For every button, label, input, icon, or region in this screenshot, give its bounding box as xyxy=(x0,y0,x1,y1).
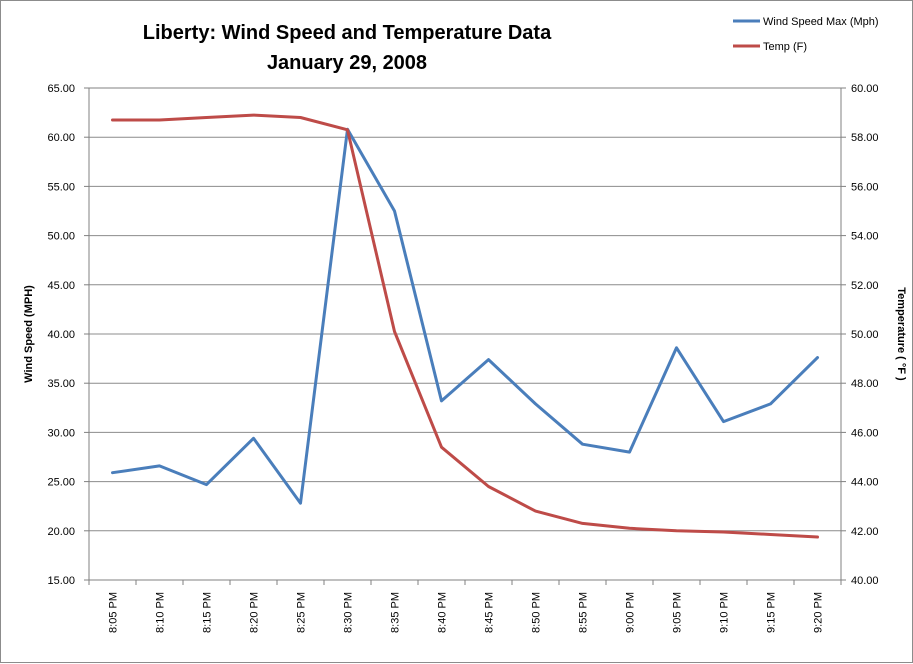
y-tick-label: 55.00 xyxy=(47,181,75,193)
y-tick-label: 40.00 xyxy=(47,329,75,341)
y-tick-label: 50.00 xyxy=(47,231,75,243)
x-tick-label: 8:30 PM xyxy=(343,592,355,633)
x-tick-label: 8:05 PM xyxy=(108,592,120,633)
y2-tick-label: 42.00 xyxy=(851,526,879,538)
x-tick-label: 8:20 PM xyxy=(249,592,261,633)
y-tick-label: 35.00 xyxy=(47,378,75,390)
legend: Wind Speed Max (Mph) Temp (F) xyxy=(733,16,879,53)
y2-tick-label: 46.00 xyxy=(851,427,879,439)
x-tick-label: 9:05 PM xyxy=(672,592,684,633)
y-tick-label: 60.00 xyxy=(47,132,75,144)
chart-subtitle: January 29, 2008 xyxy=(267,52,427,74)
x-tick-label: 8:55 PM xyxy=(578,592,590,633)
y2-tick-label: 40.00 xyxy=(851,575,879,587)
series-line-wind-speed xyxy=(111,127,819,505)
series-lines xyxy=(111,113,819,539)
x-tick-label: 9:00 PM xyxy=(625,592,637,633)
x-tick-label: 8:40 PM xyxy=(437,592,449,633)
x-tick-label: 8:45 PM xyxy=(484,592,496,633)
y2-tick-label: 56.00 xyxy=(851,181,879,193)
y-tick-label: 20.00 xyxy=(47,526,75,538)
x-tick-label: 8:50 PM xyxy=(531,592,543,633)
gridlines xyxy=(89,136,841,532)
x-tick-label: 9:10 PM xyxy=(719,592,731,633)
x-tick-label: 8:15 PM xyxy=(202,592,214,633)
y2-tick-label: 48.00 xyxy=(851,378,879,390)
x-tick-label: 8:10 PM xyxy=(155,592,167,633)
y-tick-label: 30.00 xyxy=(47,427,75,439)
x-tick-label: 9:15 PM xyxy=(766,592,778,633)
y2-tick-label: 60.00 xyxy=(851,83,879,95)
legend-label-temp: Temp (F) xyxy=(763,41,807,53)
chart-title: Liberty: Wind Speed and Temperature Data xyxy=(143,22,552,44)
y2-axis-label: Temperature ( °F ) xyxy=(895,287,907,381)
y2-tick-label: 54.00 xyxy=(851,231,879,243)
x-tick-label: 8:25 PM xyxy=(296,592,308,633)
y2-tick-label: 58.00 xyxy=(851,132,879,144)
y-tick-label: 45.00 xyxy=(47,280,75,292)
x-tick-label: 8:35 PM xyxy=(390,592,402,633)
y-tick-label: 65.00 xyxy=(47,83,75,95)
legend-label-wind: Wind Speed Max (Mph) xyxy=(763,16,879,28)
y2-tick-label: 50.00 xyxy=(851,329,879,341)
y-axis-label: Wind Speed (MPH) xyxy=(23,285,35,383)
y-tick-label: 25.00 xyxy=(47,477,75,489)
axis-ticks: 15.00 20.00 25.00 30.00 35.00 40.00 45.00 50.00… xyxy=(47,83,878,633)
series-line-temp xyxy=(111,113,819,539)
x-tick-label: 9:20 PM xyxy=(813,592,825,633)
y-tick-label: 15.00 xyxy=(47,575,75,587)
y2-tick-label: 44.00 xyxy=(851,477,879,489)
y2-tick-label: 52.00 xyxy=(851,280,879,292)
